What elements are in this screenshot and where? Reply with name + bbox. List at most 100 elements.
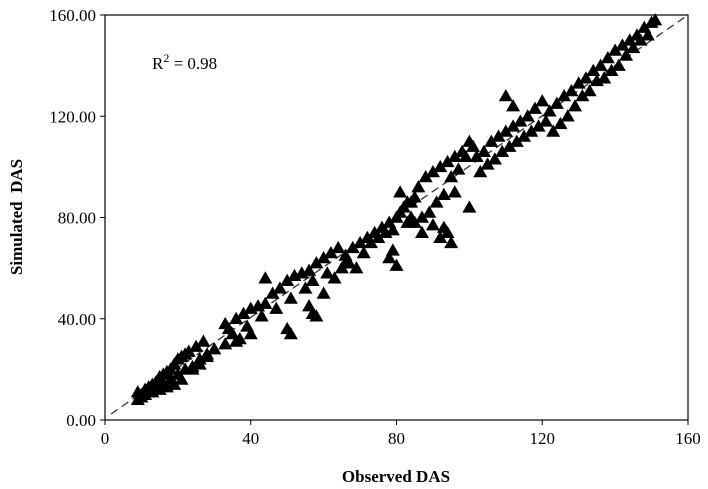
- data-point: [527, 101, 542, 114]
- y-tick-label: 160.00: [49, 6, 96, 25]
- data-point: [415, 210, 430, 223]
- y-axis-ticks: 0.00 40.00 80.00 120.00 160.00: [49, 6, 105, 430]
- data-point: [506, 119, 521, 132]
- data-point: [411, 180, 426, 193]
- data-point: [353, 235, 368, 249]
- data-point: [272, 281, 287, 294]
- data-point: [229, 334, 244, 347]
- data-point: [546, 124, 561, 137]
- data-point: [363, 235, 378, 249]
- data-point: [578, 71, 593, 84]
- data-point: [258, 271, 273, 284]
- data-point: [385, 223, 400, 236]
- data-point: [520, 109, 535, 122]
- data-point: [345, 240, 360, 254]
- data-point: [254, 309, 269, 322]
- data-point: [517, 129, 532, 142]
- x-tick-label: 160: [675, 429, 701, 448]
- data-point: [447, 185, 462, 198]
- data-point: [593, 58, 608, 71]
- data-point: [229, 311, 244, 324]
- data-point: [509, 134, 524, 147]
- data-point: [484, 134, 499, 147]
- data-point: [309, 256, 324, 269]
- x-axis-ticks: 0 40 80 120 160: [101, 420, 701, 448]
- data-point: [476, 144, 491, 157]
- data-point: [568, 99, 583, 112]
- data-point: [586, 63, 601, 76]
- data-point: [371, 230, 386, 243]
- data-point: [331, 240, 346, 254]
- data-point: [425, 164, 440, 178]
- data-point: [615, 38, 630, 51]
- data-point: [506, 99, 521, 112]
- data-point: [469, 149, 484, 162]
- data-point: [491, 129, 506, 142]
- data-point: [564, 83, 579, 97]
- data-point: [466, 139, 481, 152]
- x-axis-label: Observed DAS: [342, 467, 450, 486]
- data-point: [444, 170, 459, 183]
- data-point: [462, 200, 477, 213]
- data-point: [447, 149, 462, 162]
- data-point: [531, 119, 546, 132]
- data-point: [542, 104, 557, 117]
- data-point: [619, 48, 634, 61]
- data-point: [436, 187, 451, 200]
- data-point: [557, 89, 572, 102]
- plot-area: 0 40 80 120 160 0.00 40.00 80.00 120.00 160.00: [49, 6, 701, 448]
- data-point: [433, 159, 448, 173]
- data-point: [549, 96, 564, 109]
- y-tick-label: 80.00: [58, 209, 96, 228]
- data-point: [415, 225, 430, 238]
- data-point: [487, 152, 502, 165]
- data-point: [393, 185, 408, 198]
- data-point: [575, 89, 590, 102]
- data-point: [480, 157, 495, 170]
- data-point: [243, 326, 258, 340]
- data-point: [524, 124, 539, 137]
- data-point: [356, 245, 371, 259]
- data-point: [200, 347, 215, 360]
- x-tick-label: 120: [530, 429, 556, 448]
- data-point: [498, 89, 513, 102]
- data-point: [385, 243, 400, 256]
- data-point: [382, 251, 397, 264]
- data-point: [320, 266, 335, 279]
- data-point: [327, 271, 342, 284]
- data-point: [640, 28, 655, 41]
- data-point: [389, 258, 404, 271]
- y-tick-label: 0.00: [66, 411, 96, 430]
- data-point: [280, 273, 295, 287]
- data-point: [170, 367, 185, 380]
- data-point: [498, 124, 513, 137]
- data-point: [633, 33, 648, 46]
- data-point: [451, 162, 466, 175]
- y-axis-label: Simulated DAS: [7, 159, 26, 275]
- y-tick-label: 120.00: [49, 107, 96, 126]
- data-point: [156, 377, 171, 390]
- data-point: [163, 372, 178, 385]
- data-point: [323, 245, 338, 259]
- x-tick-label: 40: [242, 429, 259, 448]
- data-point: [611, 58, 626, 71]
- data-point: [502, 139, 517, 152]
- data-point: [495, 144, 510, 157]
- data-point: [535, 94, 550, 107]
- data-point: [316, 251, 331, 264]
- data-point: [218, 337, 233, 350]
- data-point: [425, 218, 440, 231]
- data-point: [513, 114, 528, 127]
- data-point: [298, 281, 313, 294]
- data-point: [458, 149, 473, 162]
- data-point: [429, 195, 444, 208]
- data-point: [626, 40, 641, 54]
- data-point: [440, 154, 455, 168]
- data-point: [283, 291, 298, 304]
- data-point: [444, 235, 459, 249]
- data-point: [236, 306, 251, 319]
- data-point: [283, 326, 298, 340]
- data-point: [473, 164, 488, 178]
- data-point: [192, 352, 207, 365]
- data-point: [433, 230, 448, 243]
